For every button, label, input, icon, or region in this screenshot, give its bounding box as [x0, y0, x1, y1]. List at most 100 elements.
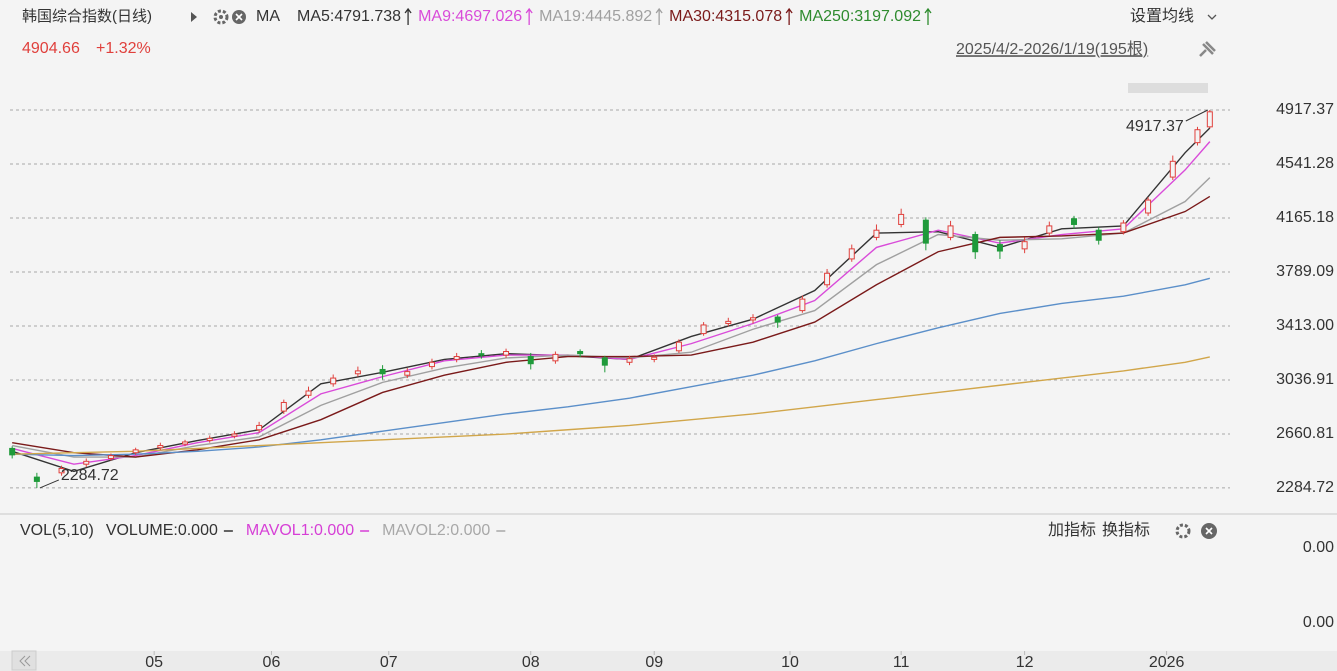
legend-entry: MA19:4445.892	[539, 8, 652, 25]
close-icon[interactable]	[232, 10, 246, 24]
candle-body	[749, 317, 756, 321]
last-price: 4904.66	[22, 40, 80, 57]
candle-body	[231, 433, 238, 437]
candle-body	[922, 219, 929, 244]
x-tick-label: 05	[145, 654, 163, 671]
volume-legend: MAVOL1:0.000	[246, 522, 354, 539]
date-range[interactable]: 2025/4/2-2026/1/19(195根)	[956, 40, 1148, 58]
pin-icon[interactable]	[1199, 41, 1216, 57]
candle-body	[404, 371, 411, 376]
candle-body	[256, 424, 263, 431]
chart-title: 韩国综合指数(日线)	[22, 8, 152, 25]
candle-body	[626, 358, 633, 363]
candle-body	[107, 455, 114, 459]
candle-body	[1071, 218, 1078, 225]
candle-body	[330, 377, 337, 385]
candle-body	[1021, 241, 1028, 250]
candle-body	[1046, 225, 1053, 234]
candle-body	[9, 447, 16, 456]
toolbar-dots	[1128, 83, 1208, 93]
volume-legend: MAVOL2:0.000	[382, 522, 490, 539]
candle-body	[305, 390, 312, 396]
x-tick-label: 06	[263, 654, 281, 671]
legend-entry: MA5:4791.738	[297, 8, 401, 25]
y-tick-label: 4541.28	[1276, 155, 1334, 172]
x-tick-label: 2026	[1149, 654, 1185, 671]
candle-body	[132, 449, 139, 454]
candle-body	[898, 213, 905, 225]
volume-axis-label: 0.00	[1303, 539, 1334, 556]
volume-legend: VOLUME:0.000	[106, 522, 218, 539]
volume-title: VOL(5,10)	[20, 522, 94, 539]
indicator-button[interactable]: 加指标	[1048, 521, 1096, 539]
ma-line	[12, 277, 1211, 457]
legend-arrow	[525, 7, 533, 25]
candle-body	[799, 298, 806, 312]
expand-icon[interactable]	[191, 12, 197, 22]
candle-body	[651, 356, 658, 360]
candle-body	[700, 324, 707, 335]
candle-body	[1095, 229, 1102, 241]
ma-settings[interactable]: 设置均线	[1130, 7, 1194, 25]
x-tick-label: 09	[645, 654, 663, 671]
annotation-arrow	[39, 479, 60, 489]
legend-entry: MA250:3197.092	[799, 8, 921, 25]
candle-body	[1194, 129, 1201, 144]
add-indicator-icons	[1175, 523, 1217, 539]
y-tick-label: 4917.37	[1276, 101, 1334, 118]
candle-body	[972, 234, 979, 253]
annotation-arrow	[1185, 109, 1209, 122]
candle-body	[848, 248, 855, 260]
candle-body	[428, 361, 435, 368]
legend-arrow	[404, 7, 412, 25]
candle-body	[1206, 111, 1213, 128]
annotation-label: 2284.72	[61, 467, 119, 484]
legend-arrow	[655, 7, 663, 25]
candle-body	[552, 353, 559, 362]
x-axis-bar	[0, 651, 1337, 671]
y-tick-label: 4165.18	[1276, 209, 1334, 226]
candle-body	[182, 441, 189, 445]
volume-axis-label: 0.00	[1303, 614, 1334, 631]
annotation-label: 4917.37	[1126, 118, 1184, 135]
x-tick-label: 11	[893, 654, 910, 671]
candle-body	[873, 229, 880, 238]
candle-body	[58, 468, 65, 474]
candle-body	[379, 368, 386, 375]
candle-body	[453, 356, 460, 360]
candle-body	[280, 401, 287, 412]
dropdown-icon[interactable]	[1207, 14, 1217, 20]
candle-body	[725, 320, 732, 325]
candle-body	[33, 476, 40, 482]
ma-line	[12, 356, 1210, 455]
candle-body	[601, 357, 608, 366]
candle-body	[503, 351, 510, 356]
candle-body	[947, 225, 954, 238]
legend-arrow	[785, 7, 793, 25]
settings-icon[interactable]	[213, 9, 229, 25]
x-tick-label: 10	[781, 654, 799, 671]
indicator-button[interactable]: 换指标	[1102, 521, 1150, 539]
y-tick-label: 2284.72	[1276, 479, 1334, 496]
price-change: +1.32%	[96, 40, 151, 57]
candle-body	[1120, 222, 1127, 233]
candle-body	[1145, 199, 1152, 214]
candle-body	[675, 341, 682, 352]
candle-body	[478, 353, 485, 356]
x-tick-label: 08	[522, 654, 540, 671]
candle-body	[824, 272, 831, 286]
legend-arrow	[924, 7, 932, 25]
candle-body	[83, 460, 90, 465]
candle-body	[206, 437, 213, 442]
candle-body	[527, 356, 534, 365]
x-tick-label: 12	[1016, 654, 1034, 671]
scroll-left-icon[interactable]	[19, 655, 31, 667]
ma-label: MA	[256, 8, 280, 25]
y-tick-label: 3789.09	[1276, 263, 1334, 280]
candle-body	[354, 370, 361, 375]
y-tick-label: 3413.00	[1276, 317, 1334, 334]
scroll-left-button[interactable]	[11, 650, 37, 671]
x-tick-label: 07	[380, 654, 398, 671]
